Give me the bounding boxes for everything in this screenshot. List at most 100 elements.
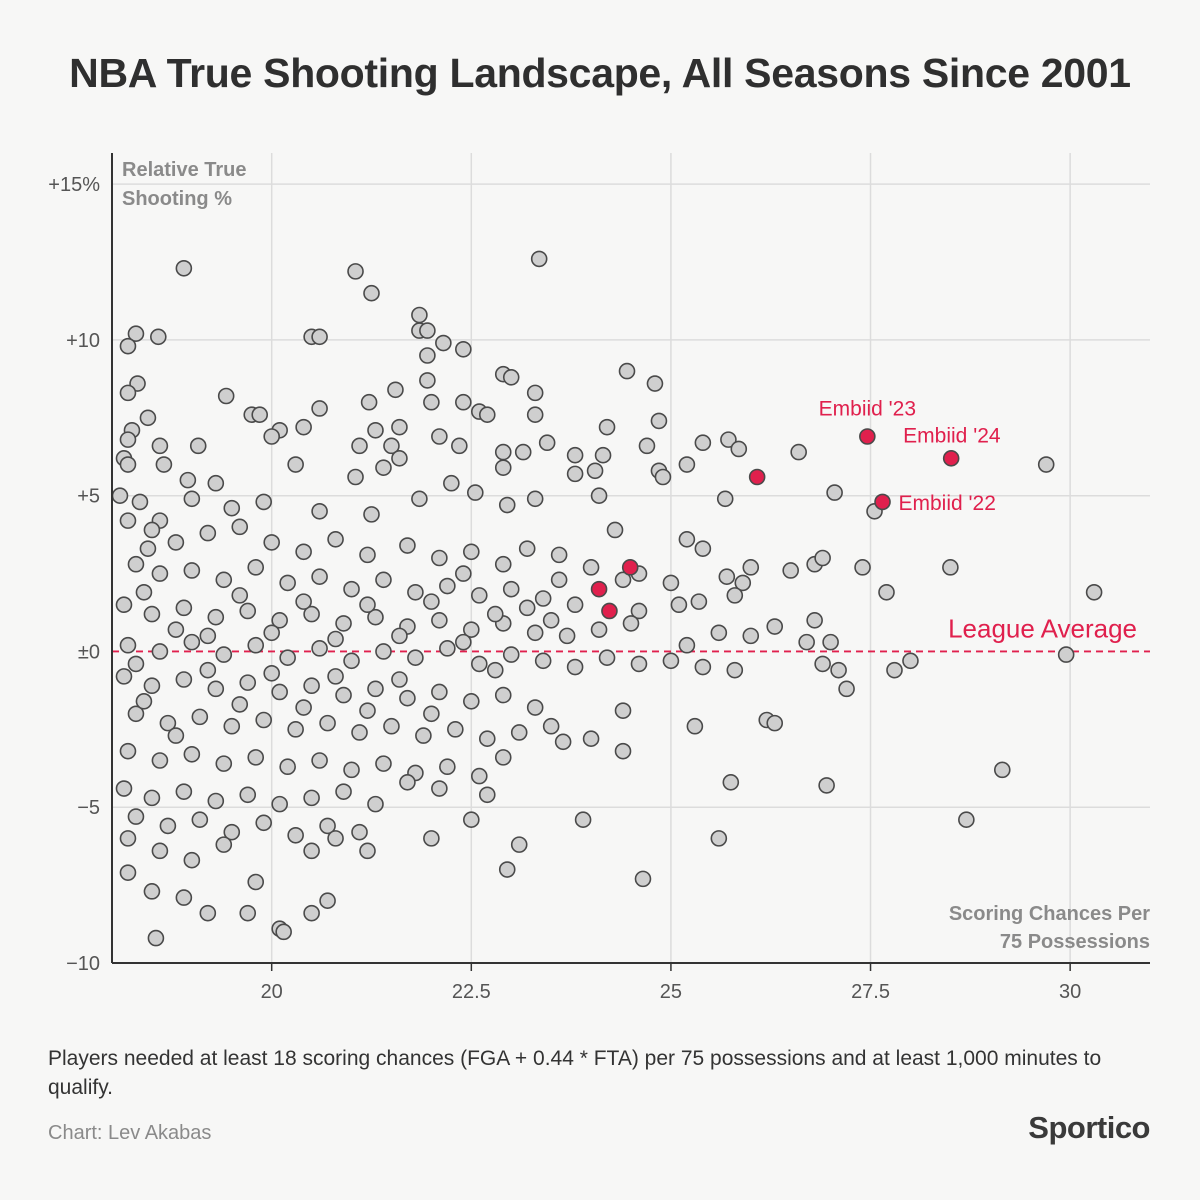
- data-point: [614, 571, 632, 589]
- data-point: [391, 627, 408, 645]
- y-tick-label: +5: [77, 486, 100, 508]
- data-point: [494, 443, 512, 461]
- y-tick-label: −5: [77, 797, 100, 819]
- data-point: [215, 755, 233, 772]
- data-point: [518, 540, 536, 557]
- data-point: [710, 624, 728, 642]
- data-point: [367, 421, 384, 439]
- data-point: [678, 531, 696, 548]
- data-point: [534, 652, 552, 670]
- y-axis-title-line1: Relative True: [122, 159, 247, 181]
- highlight-point: [621, 559, 639, 576]
- data-point: [167, 621, 185, 638]
- data-point: [223, 823, 241, 841]
- data-point: [694, 434, 712, 452]
- data-point: [135, 583, 153, 601]
- x-tick-label: 25: [660, 981, 682, 1003]
- data-point: [662, 574, 680, 592]
- data-point: [478, 730, 496, 747]
- data-point: [423, 830, 440, 847]
- data-point: [363, 506, 380, 523]
- data-point: [614, 742, 632, 760]
- data-point: [223, 717, 241, 735]
- data-point: [143, 789, 161, 807]
- data-point: [359, 546, 376, 564]
- data-point: [383, 717, 400, 735]
- data-point: [167, 727, 185, 744]
- data-point: [478, 406, 496, 423]
- data-point: [239, 904, 257, 922]
- data-point: [1057, 646, 1075, 663]
- data-point: [798, 633, 815, 651]
- data-point: [311, 400, 328, 417]
- data-point: [790, 443, 807, 461]
- data-point: [716, 490, 734, 508]
- data-point: [159, 817, 177, 835]
- data-point: [183, 490, 201, 508]
- data-point: [439, 640, 456, 657]
- data-point: [466, 484, 484, 501]
- data-point: [159, 714, 177, 732]
- data-point: [818, 777, 835, 794]
- data-point: [542, 612, 560, 629]
- data-point: [111, 487, 129, 504]
- data-point: [534, 590, 552, 607]
- data-point: [327, 830, 344, 847]
- data-point: [550, 546, 568, 564]
- x-tick-label: 27.5: [851, 981, 890, 1003]
- data-point: [526, 624, 544, 642]
- data-point: [646, 375, 664, 392]
- data-point: [690, 593, 708, 610]
- data-point: [151, 437, 169, 455]
- data-point: [247, 636, 265, 654]
- data-point: [363, 284, 380, 302]
- data-point: [175, 889, 193, 906]
- data-point: [183, 851, 201, 869]
- data-point: [303, 677, 320, 695]
- data-point: [295, 699, 312, 716]
- data-point: [247, 749, 265, 766]
- data-point: [502, 646, 520, 663]
- data-point: [618, 362, 636, 380]
- data-point: [343, 761, 360, 779]
- data-point: [498, 496, 516, 514]
- data-point: [255, 814, 273, 832]
- data-point: [678, 456, 696, 473]
- data-point: [367, 608, 384, 626]
- data-point: [127, 655, 145, 673]
- data-point: [431, 683, 448, 701]
- data-point: [514, 443, 532, 461]
- data-point: [694, 540, 712, 557]
- data-point: [359, 702, 376, 719]
- data-point: [127, 325, 145, 342]
- data-point: [470, 767, 488, 785]
- data-point: [139, 540, 157, 557]
- data-point: [814, 655, 831, 673]
- data-point: [150, 328, 167, 346]
- data-point: [151, 752, 169, 769]
- data-point: [854, 559, 871, 576]
- data-point: [271, 795, 288, 813]
- data-point: [215, 836, 233, 853]
- data-point: [247, 559, 265, 576]
- data-point: [207, 680, 225, 698]
- data-point: [399, 689, 416, 707]
- data-point: [391, 418, 408, 436]
- data-point: [327, 630, 344, 648]
- data-point: [239, 674, 257, 691]
- data-point: [263, 534, 280, 551]
- data-point: [1085, 583, 1103, 601]
- data-point: [654, 468, 672, 486]
- data-point: [335, 686, 352, 704]
- data-point: [650, 412, 668, 430]
- data-point: [399, 537, 416, 554]
- data-point: [606, 521, 624, 539]
- data-point: [175, 671, 193, 688]
- data-point: [598, 418, 616, 436]
- data-point: [419, 322, 436, 339]
- highlight-point: [874, 493, 891, 511]
- data-point: [295, 543, 312, 561]
- data-point: [115, 596, 133, 614]
- data-point: [327, 531, 344, 548]
